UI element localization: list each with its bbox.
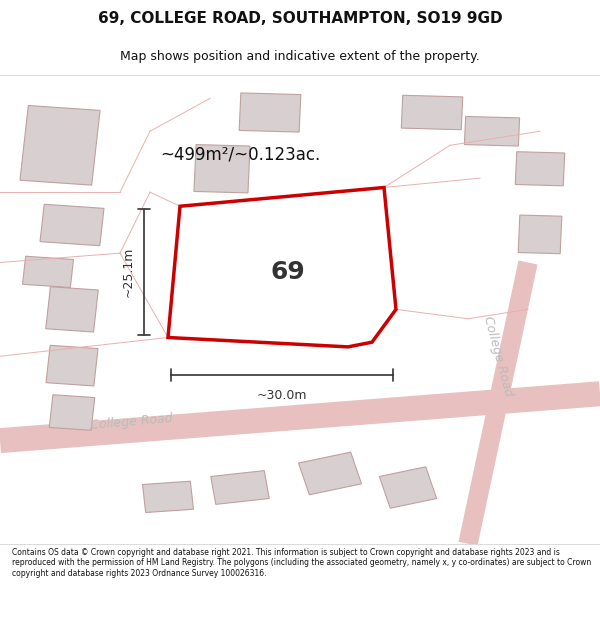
Polygon shape — [515, 152, 565, 186]
Text: ~25.1m: ~25.1m — [122, 247, 135, 297]
Polygon shape — [211, 471, 269, 504]
Polygon shape — [464, 116, 520, 146]
Polygon shape — [250, 228, 350, 298]
Text: Contains OS data © Crown copyright and database right 2021. This information is : Contains OS data © Crown copyright and d… — [12, 548, 591, 578]
Polygon shape — [379, 467, 437, 508]
Polygon shape — [20, 106, 100, 185]
Polygon shape — [40, 204, 104, 246]
Text: 69, COLLEGE ROAD, SOUTHAMPTON, SO19 9GD: 69, COLLEGE ROAD, SOUTHAMPTON, SO19 9GD — [98, 11, 502, 26]
Text: College Road: College Road — [91, 412, 173, 432]
Polygon shape — [401, 95, 463, 130]
Polygon shape — [23, 256, 73, 288]
Polygon shape — [46, 345, 98, 386]
Text: 69: 69 — [271, 260, 305, 284]
Polygon shape — [46, 287, 98, 332]
Polygon shape — [298, 452, 362, 495]
Text: ~499m²/~0.123ac.: ~499m²/~0.123ac. — [160, 146, 320, 164]
Polygon shape — [49, 395, 95, 430]
Text: ~30.0m: ~30.0m — [257, 389, 307, 402]
Polygon shape — [168, 188, 396, 347]
Polygon shape — [239, 93, 301, 132]
Polygon shape — [143, 481, 193, 512]
Text: College Road: College Road — [481, 315, 515, 398]
Text: Map shows position and indicative extent of the property.: Map shows position and indicative extent… — [120, 50, 480, 62]
Polygon shape — [194, 144, 250, 193]
Polygon shape — [518, 215, 562, 254]
